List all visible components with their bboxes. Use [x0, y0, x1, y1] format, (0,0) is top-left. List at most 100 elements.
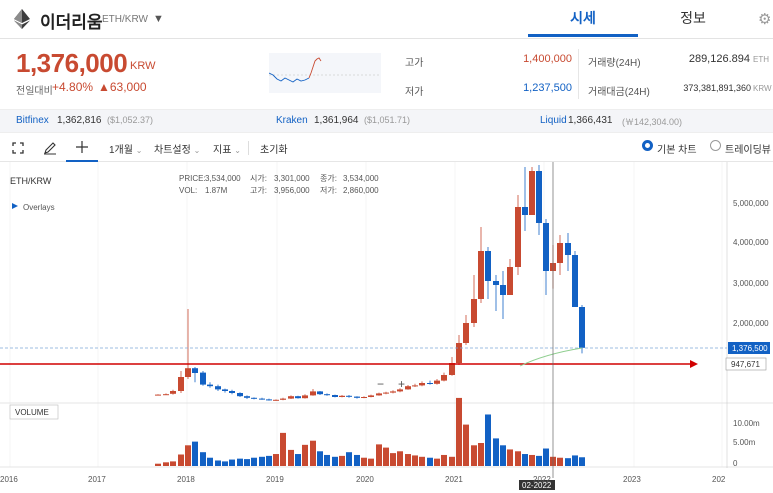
- tab-quote[interactable]: 시세: [528, 0, 638, 37]
- volume-label: VOLUME: [15, 408, 49, 417]
- candle: [478, 227, 484, 303]
- volume-bar: [565, 458, 571, 466]
- vol-tick: 5.00m: [733, 438, 756, 447]
- overlays-toggle-icon[interactable]: [12, 203, 18, 209]
- change-amount: ▲63,000: [98, 80, 147, 94]
- volume-bar: [493, 438, 499, 466]
- volume-bar: [485, 414, 491, 466]
- candle: [434, 379, 440, 385]
- volume-bar: [332, 456, 338, 466]
- volume-bar: [500, 445, 506, 466]
- candle: [178, 371, 184, 393]
- x-tick: 2021: [445, 475, 463, 484]
- candle: [332, 394, 338, 398]
- candle: [244, 395, 250, 399]
- candle: [383, 391, 389, 395]
- volume-bar: [346, 452, 352, 466]
- candle: [397, 388, 403, 393]
- vol-tick: 0: [733, 459, 738, 468]
- volume-bar: [419, 456, 425, 466]
- basic-chart-radio[interactable]: [642, 140, 653, 151]
- reset-button[interactable]: 초기화: [260, 145, 288, 156]
- value-24h-value: 373,381,891,360: [683, 83, 751, 93]
- candle: [266, 398, 272, 401]
- high-label: 고가: [405, 58, 424, 69]
- candle: [302, 394, 308, 399]
- chart-settings-menu[interactable]: 차트설정 ⌄: [154, 141, 200, 156]
- volume-bar: [529, 454, 535, 466]
- indicators-menu[interactable]: 지표 ⌄: [213, 141, 241, 156]
- tradingview-radio[interactable]: [710, 140, 721, 151]
- zoom-out-button[interactable]: −: [377, 377, 384, 391]
- pencil-draw-icon[interactable]: [43, 141, 57, 155]
- info-low: 2,860,000: [343, 186, 379, 195]
- chevron-down-icon: ⌄: [193, 146, 201, 155]
- exchange-foreign-price: (￦142,304.00): [622, 117, 683, 127]
- coin-name: 이더리움: [40, 13, 103, 32]
- volume-bar: [405, 454, 411, 466]
- volume-bar: [192, 441, 198, 466]
- candle: [222, 388, 228, 393]
- ethereum-logo-icon: [14, 9, 30, 29]
- candlestick-chart[interactable]: 1,376,500 947,671 02-2022 ETH/KRW Overla…: [0, 162, 773, 493]
- volume-bar: [185, 445, 191, 466]
- tab-info[interactable]: 정보: [680, 10, 706, 26]
- volume-bar: [441, 454, 447, 466]
- low-value: 1,237,500: [523, 82, 572, 94]
- candle: [441, 372, 447, 382]
- volume-bar: [412, 455, 418, 466]
- value-24h-label: 거래대금(24H): [588, 87, 650, 98]
- change-label: 전일대비: [16, 86, 53, 97]
- volume-bar: [361, 457, 367, 466]
- line-price-tag: 947,671: [731, 360, 760, 369]
- exchange-name[interactable]: Kraken: [276, 115, 308, 126]
- divider: [578, 49, 579, 99]
- exchange-name[interactable]: Bitfinex: [16, 115, 49, 126]
- candles-group: [155, 165, 585, 401]
- volume-bar: [266, 455, 272, 466]
- volume-bar: [178, 454, 184, 466]
- coin-select-chevron-down-icon[interactable]: ▼: [153, 13, 164, 25]
- overlays-label[interactable]: Overlays: [23, 203, 55, 212]
- volume-bar: [222, 461, 228, 466]
- candle: [324, 393, 330, 396]
- volume-bar: [354, 454, 360, 466]
- price-unit: KRW: [130, 60, 156, 72]
- volume-bar: [244, 459, 250, 466]
- volume-bar: [478, 443, 484, 466]
- volume-label-box: [9, 404, 59, 420]
- candle: [215, 384, 221, 391]
- sparkline-chart: [269, 53, 381, 93]
- candle: [368, 394, 374, 398]
- candle: [427, 380, 433, 385]
- basic-chart-label[interactable]: 기본 차트: [657, 145, 697, 156]
- low-label: 저가: [405, 87, 424, 98]
- exchange-name[interactable]: Liquid: [540, 115, 567, 126]
- crosshair-tool[interactable]: [66, 135, 98, 162]
- volume-bar: [200, 452, 206, 466]
- chevron-down-icon: ⌄: [234, 146, 241, 155]
- candle: [295, 395, 301, 399]
- volume-bar: [155, 463, 161, 466]
- x-tick: 202: [712, 475, 726, 484]
- info-open-label: 시가:: [250, 174, 267, 183]
- volume-bar: [507, 449, 513, 466]
- volume-bar: [368, 458, 374, 466]
- moving-average-line: [519, 347, 583, 367]
- chart-settings-label: 차트설정: [154, 145, 191, 156]
- tradingview-label[interactable]: 트레이딩뷰: [725, 145, 771, 156]
- exchange-foreign-price: ($1,052.37): [107, 115, 154, 125]
- zoom-in-button[interactable]: +: [398, 377, 405, 391]
- info-open: 3,301,000: [274, 174, 310, 183]
- volume-bar: [215, 460, 221, 466]
- candle: [515, 195, 521, 275]
- x-tick: 2017: [88, 475, 106, 484]
- interval-select[interactable]: 1개월 ⌄: [109, 141, 142, 156]
- fullscreen-icon[interactable]: [12, 142, 24, 154]
- volume-bar: [280, 432, 286, 466]
- gear-icon[interactable]: ⚙: [758, 11, 772, 28]
- candle: [507, 259, 513, 295]
- volume-bar: [463, 424, 469, 466]
- volume-bar: [449, 456, 455, 466]
- divider: [248, 141, 249, 155]
